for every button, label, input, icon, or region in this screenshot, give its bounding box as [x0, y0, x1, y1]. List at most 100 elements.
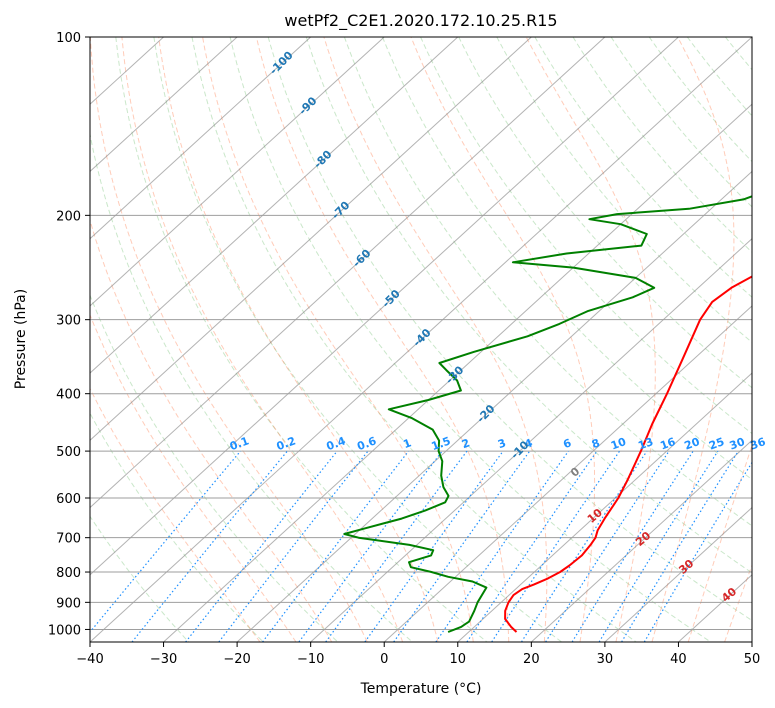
y-tick-label: 800 [56, 566, 81, 581]
mixing-ratio-label: 1.5 [430, 434, 453, 453]
moist-adiabat [410, 37, 596, 642]
moist-adiabat [90, 313, 297, 642]
dry-adiabat [90, 293, 339, 642]
dry-adiabat [420, 37, 752, 435]
isotherm [530, 439, 752, 642]
dry-adiabat [90, 515, 190, 642]
dry-adiabat [229, 37, 712, 642]
mixing-ratio-line [131, 450, 288, 642]
y-tick-label: 300 [56, 314, 81, 329]
y-tick-label: 500 [56, 445, 81, 460]
mixing-ratio-label: 0.6 [355, 434, 378, 453]
isotherm [90, 37, 532, 442]
dry-adiabat [115, 37, 488, 642]
x-tick-label: 20 [523, 652, 540, 667]
dry-adiabat [90, 412, 264, 642]
y-tick-label: 100 [56, 31, 81, 46]
mixing-ratio-line [325, 450, 468, 642]
dewpoint-line [343, 195, 752, 633]
dry-adiabat [267, 37, 752, 622]
background-lines [90, 37, 775, 642]
mixing-ratio-line [435, 450, 569, 642]
isotherm [90, 37, 459, 374]
mixing-ratio-line [466, 450, 598, 642]
mixing-ratio-label: 20 [683, 435, 702, 453]
moist-adiabat [90, 218, 333, 642]
isotherm [236, 170, 752, 642]
mixing-ratio-label: 0.2 [275, 434, 298, 453]
dry-adiabat [153, 37, 562, 642]
x-tick-label: 0 [380, 652, 388, 667]
dry-adiabat [572, 37, 752, 253]
temperature-line [504, 275, 752, 633]
isotherm [310, 237, 752, 642]
x-tick-label: 50 [744, 652, 761, 667]
x-tick-label: −30 [150, 652, 177, 667]
dry-adiabat [305, 37, 752, 574]
mixing-ratio-label: 16 [658, 435, 677, 453]
y-tick-label: 400 [56, 388, 81, 403]
mixing-ratio-line [90, 450, 241, 633]
isotherm [90, 37, 238, 173]
y-tick-label: 1000 [48, 623, 81, 638]
mixing-ratio-label: 0.4 [325, 434, 348, 453]
moist-adiabat [90, 387, 261, 642]
mixing-ratio-line [621, 450, 739, 642]
x-tick-label: −10 [297, 652, 324, 667]
dry-adiabat [534, 37, 752, 298]
chart-title: wetPf2_C2E1.2020.172.10.25.R15 [284, 11, 557, 31]
dry-adiabat [764, 37, 775, 642]
moist-adiabat [121, 37, 404, 642]
dry-adiabat [191, 37, 637, 642]
mixing-ratio-label: 6 [561, 436, 573, 451]
plot-frame [89, 36, 753, 643]
mixing-ratio-line [364, 450, 504, 642]
x-tick-label: 10 [450, 652, 467, 667]
mixing-ratio-line [393, 450, 531, 642]
moist-adiabat [158, 37, 439, 642]
dry-adiabat [382, 37, 752, 481]
profile-series [343, 195, 752, 633]
moist-adiabat [202, 37, 474, 642]
isotherm [604, 506, 752, 642]
moist-adiabat [761, 37, 775, 642]
dry-adiabat [90, 131, 413, 642]
isotherm [457, 372, 752, 642]
x-axis-label: Temperature (°C) [360, 681, 482, 697]
moist-adiabat [651, 37, 735, 642]
dry-adiabat [343, 37, 752, 527]
mixing-ratio-line [185, 450, 338, 642]
y-axis-label: Pressure (hPa) [13, 289, 29, 389]
mixing-ratio-label: 2 [460, 436, 472, 451]
x-tick-label: 40 [670, 652, 687, 667]
moist-adiabat [255, 37, 510, 642]
mixing-ratio-line [262, 450, 409, 642]
isotherm [90, 37, 679, 576]
isotherm [90, 37, 385, 307]
isotherm [383, 305, 752, 642]
moist-adiabat [323, 37, 548, 642]
y-tick-label: 900 [56, 596, 81, 611]
mixing-ratio-label: 4 [523, 436, 535, 451]
y-tick-label: 200 [56, 209, 81, 224]
x-axis: −40 −30 −20 −10 0 10 20 30 40 50 [76, 642, 760, 667]
x-tick-label: 30 [597, 652, 614, 667]
x-tick-label: −20 [223, 652, 250, 667]
x-tick-label: −40 [76, 652, 103, 667]
mixing-ratio-line [571, 450, 694, 642]
moist-adiabat [724, 563, 752, 642]
isotherm [90, 37, 312, 240]
mixing-ratio-label: 0.1 [228, 434, 251, 453]
mixing-ratio-line [298, 450, 443, 642]
mixing-ratio-label: 8 [590, 436, 602, 451]
y-tick-label: 700 [56, 532, 81, 547]
isotherm [90, 37, 606, 509]
mixing-ratio-line [545, 450, 670, 642]
y-tick-label: 600 [56, 492, 81, 507]
mixing-ratio-label: 1 [402, 436, 414, 451]
mixing-ratio-label: 13 [636, 435, 655, 452]
mixing-ratio-label: 36 [748, 435, 767, 453]
moist-adiabat [687, 443, 752, 642]
mixing-ratio-label: 25 [707, 435, 726, 452]
